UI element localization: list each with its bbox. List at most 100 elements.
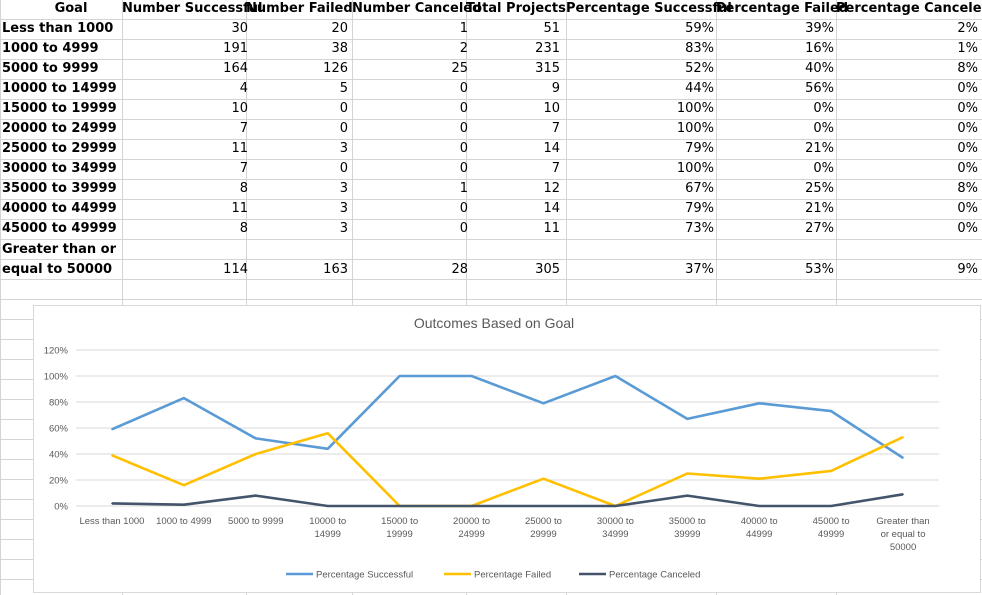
legend-label: Percentage Canceled <box>609 570 700 581</box>
x-tick-label: 19999 <box>386 529 412 540</box>
table-cell: 3 <box>339 221 348 236</box>
y-tick-label: 60% <box>49 424 69 435</box>
table-cell: 56% <box>805 81 834 96</box>
x-tick-label: Less than 1000 <box>79 516 144 527</box>
table-cell: 4 <box>239 81 248 96</box>
table-cell: 0 <box>459 101 468 116</box>
table-cell: 52% <box>685 61 714 76</box>
table-cell: 14 <box>543 201 560 216</box>
legend-label: Percentage Successful <box>316 570 413 581</box>
table-cell: 163 <box>323 262 348 277</box>
x-tick-label: 20000 to <box>453 516 490 527</box>
table-cell: 30 <box>231 21 248 36</box>
series-line-percentage-failed <box>111 431 904 508</box>
data-point <box>902 493 904 496</box>
x-tick-label: 44999 <box>746 529 772 540</box>
table-cell: 305 <box>535 262 560 277</box>
table-cell: 0 <box>459 221 468 236</box>
data-point <box>326 448 329 450</box>
table-cell: 2% <box>957 21 978 36</box>
row-label: 30000 to 34999 <box>2 161 117 176</box>
data-point <box>686 494 689 497</box>
data-point <box>758 505 761 507</box>
data-point <box>326 432 329 434</box>
table-cell: 7 <box>239 161 248 176</box>
table-cell: 8% <box>957 61 978 76</box>
data-point <box>111 502 113 505</box>
table-cell: 9% <box>957 262 978 277</box>
table-cell: 231 <box>535 41 560 56</box>
row-label: 35000 to 39999 <box>2 181 117 196</box>
table-cell: 0 <box>459 161 468 176</box>
table-cell: 3 <box>339 201 348 216</box>
table-cell: 40% <box>805 61 834 76</box>
chart-canvas: Outcomes Based on Goal 0% 20% 40% 60% 80% 100%… <box>44 315 939 581</box>
data-point <box>183 484 185 486</box>
data-point <box>686 472 689 475</box>
table-cell: 3 <box>339 141 348 156</box>
table-cell: 2 <box>459 41 468 56</box>
line-chart: Outcomes Based on Goal 0% 20% 40% 60% 80% 100%… <box>33 305 981 593</box>
data-point <box>902 457 904 459</box>
table-cell: 0% <box>957 161 978 176</box>
table-cell: 0 <box>459 121 468 136</box>
x-tick-label: 25000 to <box>525 516 562 527</box>
table-cell: 25% <box>805 181 834 196</box>
x-tick-label: 35000 to <box>669 516 706 527</box>
table-cell: 0 <box>459 81 468 96</box>
column-header: Number Successful <box>122 1 263 16</box>
table-cell: 67% <box>685 181 714 196</box>
table-cell: 79% <box>685 201 714 216</box>
table-cell: 38 <box>331 41 348 56</box>
x-tick-label: 5000 to 9999 <box>228 516 283 527</box>
x-tick-label: 29999 <box>530 529 556 540</box>
row-label: Greater than or <box>2 242 117 257</box>
data-point <box>758 477 761 480</box>
data-point <box>686 418 689 420</box>
table-cell: 37% <box>685 262 714 277</box>
table-cell: 0% <box>957 101 978 116</box>
row-label: 20000 to 24999 <box>2 121 117 136</box>
data-point <box>830 505 832 507</box>
table-cell: 0 <box>339 121 348 136</box>
table-cell: 14 <box>543 141 560 156</box>
table-cell: 114 <box>223 262 248 277</box>
table-cell: 100% <box>676 161 714 176</box>
table-cell: 126 <box>323 61 348 76</box>
series-line-percentage-canceled <box>111 493 904 508</box>
table-cell: 8 <box>239 181 248 196</box>
table-cell: 1 <box>459 21 468 36</box>
table-cell: 0% <box>957 141 978 156</box>
x-tick-label: 50000 <box>890 542 916 553</box>
y-tick-label: 40% <box>49 450 69 461</box>
y-tick-label: 0% <box>54 502 68 513</box>
y-tick-label: 80% <box>49 398 69 409</box>
column-header: Percentage Successful <box>566 1 732 16</box>
table-cell: 3 <box>339 181 348 196</box>
table-cell: 0% <box>957 81 978 96</box>
column-header: Number Canceled <box>352 1 482 16</box>
table-cell: 25 <box>451 61 468 76</box>
x-tick-label: 1000 to 4999 <box>156 516 211 527</box>
column-header: Percentage Failed <box>716 1 849 16</box>
data-point <box>542 477 545 480</box>
x-tick-label: 14999 <box>314 529 340 540</box>
row-label: 1000 to 4999 <box>2 41 99 56</box>
table-cell: 7 <box>551 161 560 176</box>
table-cell: 100% <box>676 101 714 116</box>
table-cell: 10 <box>543 101 560 116</box>
series-line-percentage-successful <box>111 374 904 459</box>
table-cell: 21% <box>805 201 834 216</box>
table-cell: 0% <box>813 101 834 116</box>
data-point <box>758 402 761 405</box>
x-tick-label: 15000 to <box>381 516 418 527</box>
data-point <box>326 505 329 507</box>
chart-title: Outcomes Based on Goal <box>414 315 574 331</box>
x-tick-label: 49999 <box>818 529 844 540</box>
table-cell: 7 <box>551 121 560 136</box>
table-cell: 7 <box>239 121 248 136</box>
data-point <box>830 410 832 412</box>
data-point <box>254 437 257 440</box>
data-point <box>542 505 545 507</box>
table-cell: 9 <box>551 81 560 96</box>
